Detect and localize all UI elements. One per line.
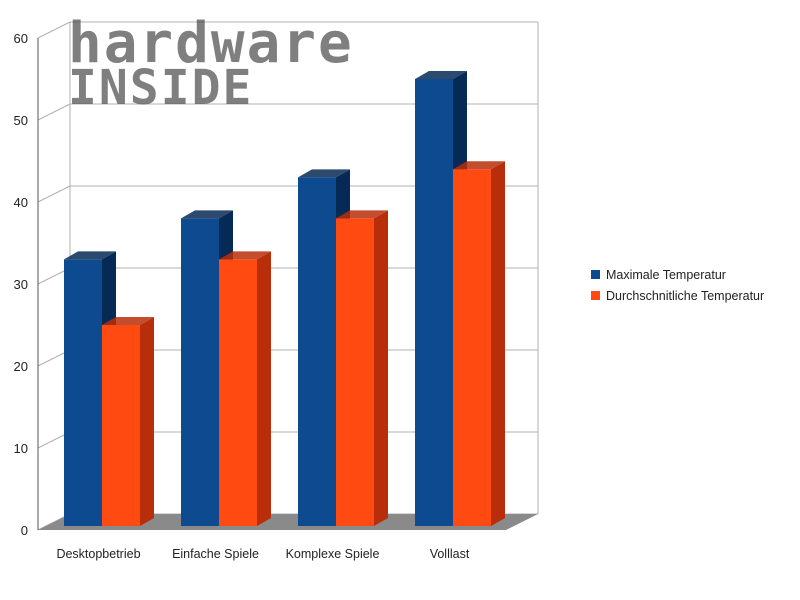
x-tick-label: Komplexe Spiele	[286, 547, 380, 561]
legend-swatch-series-1	[591, 270, 600, 279]
chart-bars	[64, 71, 505, 526]
gridline-side	[37, 103, 71, 121]
chart-legend: Maximale Temperatur Durchschnitliche Tem…	[591, 268, 764, 303]
y-tick-label: 40	[14, 195, 28, 210]
logo-line-2: INSIDE	[68, 60, 253, 116]
hardware-inside-logo: hardware INSIDE	[68, 11, 354, 116]
chart-floor-plane	[38, 514, 538, 530]
x-tick-label: Desktopbetrieb	[56, 547, 140, 561]
y-tick-label: 20	[14, 359, 28, 374]
legend-swatch-series-2	[591, 291, 600, 300]
bar	[102, 317, 154, 526]
logo-line-1: hardware	[68, 11, 354, 76]
y-tick-label: 10	[14, 441, 28, 456]
legend-label-series-1: Maximale Temperatur	[606, 268, 726, 282]
y-tick-label: 50	[14, 113, 28, 128]
y-tick-label: 30	[14, 277, 28, 292]
x-tick-label: Einfache Spiele	[172, 547, 259, 561]
y-tick-label: 0	[21, 523, 28, 538]
gridline-side	[37, 21, 71, 39]
x-tick-label: Volllast	[430, 547, 470, 561]
chart-floor	[38, 514, 538, 530]
y-axis: 0 10 20 30 40 50 60	[14, 31, 39, 538]
y-tick-label: 60	[14, 31, 28, 46]
legend-label-series-2: Durchschnitliche Temperatur	[606, 289, 764, 303]
gridline-side	[37, 185, 71, 203]
x-axis: Desktopbetrieb Einfache Spiele Komplexe Sp…	[56, 547, 469, 561]
bar	[219, 251, 271, 526]
bar	[453, 161, 505, 526]
bar	[336, 210, 388, 526]
